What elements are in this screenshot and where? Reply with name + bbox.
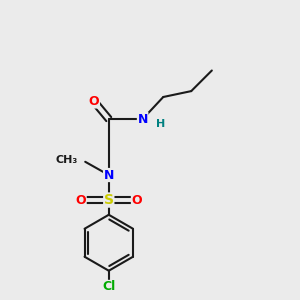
Text: O: O (89, 95, 99, 108)
Text: Cl: Cl (102, 280, 116, 293)
Text: N: N (103, 169, 114, 182)
Text: CH₃: CH₃ (56, 155, 78, 165)
Text: H: H (156, 119, 166, 129)
Text: N: N (137, 112, 148, 126)
Text: O: O (76, 194, 86, 207)
Text: O: O (131, 194, 142, 207)
Text: S: S (104, 193, 114, 207)
